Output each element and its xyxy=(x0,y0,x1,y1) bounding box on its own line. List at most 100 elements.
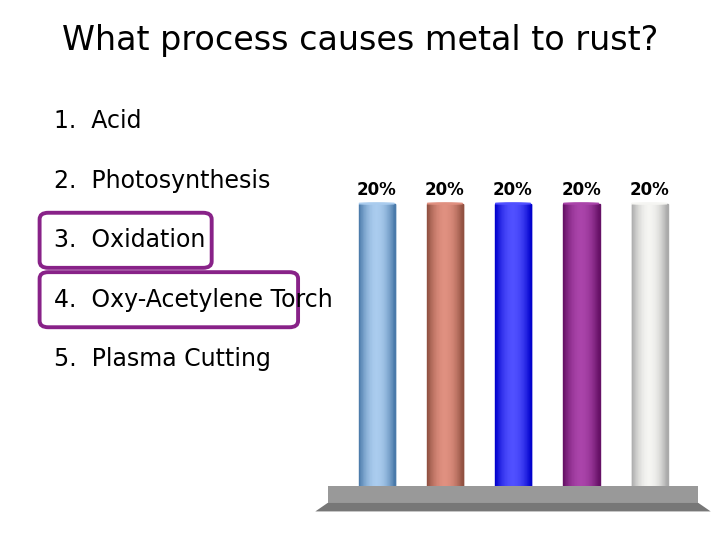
Bar xyxy=(459,204,460,486)
Bar xyxy=(582,204,583,486)
Bar xyxy=(389,204,390,486)
Bar xyxy=(595,204,596,486)
Bar xyxy=(566,204,567,486)
Bar xyxy=(664,204,665,486)
Bar xyxy=(636,204,637,486)
Bar xyxy=(565,204,566,486)
Bar xyxy=(525,204,526,486)
Bar xyxy=(641,204,642,486)
Bar xyxy=(504,204,505,486)
Text: What process causes metal to rust?: What process causes metal to rust? xyxy=(62,24,658,57)
Text: 4.  Oxy-Acetylene Torch: 4. Oxy-Acetylene Torch xyxy=(54,288,333,312)
Bar xyxy=(588,204,589,486)
Bar xyxy=(386,204,387,486)
Bar xyxy=(367,204,368,486)
Bar xyxy=(442,204,443,486)
Bar xyxy=(452,204,453,486)
Bar xyxy=(370,204,371,486)
Bar xyxy=(633,204,634,486)
Bar xyxy=(652,204,653,486)
Bar xyxy=(447,204,448,486)
Text: 20%: 20% xyxy=(562,181,601,199)
Bar xyxy=(378,204,379,486)
Bar xyxy=(448,204,449,486)
Bar xyxy=(497,204,498,486)
Bar xyxy=(651,204,652,486)
Text: 20%: 20% xyxy=(493,181,533,199)
Bar xyxy=(430,204,431,486)
Bar xyxy=(571,204,572,486)
Bar xyxy=(524,204,525,486)
Bar xyxy=(439,204,440,486)
Bar xyxy=(385,204,386,486)
Bar xyxy=(598,204,599,486)
Bar xyxy=(644,204,645,486)
Bar xyxy=(654,204,655,486)
Bar xyxy=(658,204,659,486)
Bar xyxy=(575,204,576,486)
Bar xyxy=(646,204,647,486)
Bar xyxy=(639,204,640,486)
Bar xyxy=(372,204,373,486)
Bar xyxy=(518,204,519,486)
Bar xyxy=(529,204,530,486)
Bar xyxy=(503,204,504,486)
Bar xyxy=(509,204,510,486)
Bar xyxy=(599,204,600,486)
Bar xyxy=(662,204,663,486)
Bar xyxy=(653,204,654,486)
Bar xyxy=(567,204,568,486)
Bar xyxy=(455,204,456,486)
Bar xyxy=(380,204,381,486)
Bar xyxy=(448,204,449,486)
Bar xyxy=(370,204,371,486)
Bar xyxy=(429,204,430,486)
Bar xyxy=(645,204,646,486)
Bar xyxy=(648,204,649,486)
Bar xyxy=(361,204,362,486)
Bar xyxy=(364,204,365,486)
Bar xyxy=(592,204,593,486)
Bar xyxy=(505,204,506,486)
Bar xyxy=(584,204,585,486)
Bar xyxy=(652,204,653,486)
Bar xyxy=(519,204,520,486)
Bar xyxy=(444,204,445,486)
Bar xyxy=(568,204,569,486)
Bar xyxy=(587,204,588,486)
Polygon shape xyxy=(328,486,698,503)
Bar xyxy=(374,204,375,486)
Bar xyxy=(446,204,447,486)
Bar xyxy=(634,204,635,486)
Bar xyxy=(391,204,392,486)
Bar xyxy=(434,204,435,486)
Bar xyxy=(460,204,461,486)
Bar xyxy=(379,204,380,486)
Bar xyxy=(596,204,597,486)
Bar xyxy=(450,204,451,486)
Bar xyxy=(362,204,363,486)
Bar xyxy=(657,204,658,486)
Bar xyxy=(649,204,650,486)
Bar xyxy=(433,204,434,486)
Bar xyxy=(511,204,512,486)
Bar xyxy=(394,204,395,486)
Bar xyxy=(438,204,439,486)
Bar xyxy=(586,204,587,486)
Bar xyxy=(637,204,638,486)
Bar xyxy=(496,204,497,486)
Text: 5.  Plasma Cutting: 5. Plasma Cutting xyxy=(54,347,271,371)
Bar xyxy=(638,204,639,486)
Bar xyxy=(578,204,579,486)
Bar xyxy=(443,204,444,486)
Bar xyxy=(660,204,661,486)
Bar xyxy=(500,204,501,486)
Bar xyxy=(453,204,454,486)
Bar xyxy=(635,204,636,486)
Bar xyxy=(462,204,463,486)
Text: 2.  Photosynthesis: 2. Photosynthesis xyxy=(54,169,271,193)
Bar xyxy=(497,204,498,486)
Bar xyxy=(522,204,523,486)
Bar xyxy=(663,204,664,486)
Bar xyxy=(522,204,523,486)
